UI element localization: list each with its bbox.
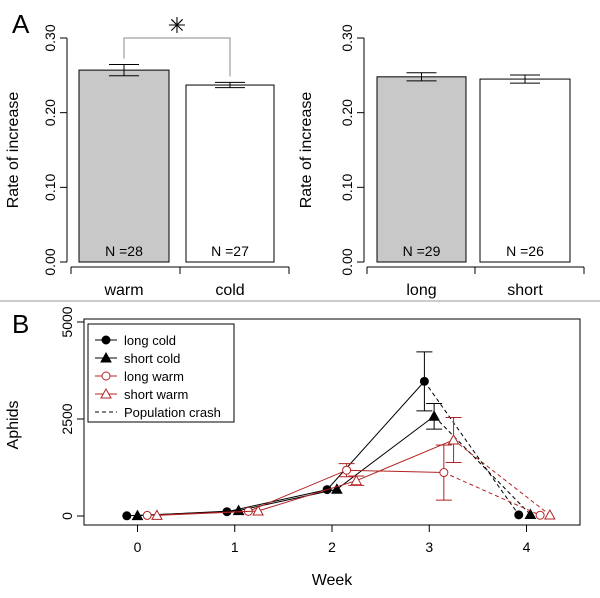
b-legend: long cold short cold long warm short warm Po… xyxy=(87,323,235,423)
b-legend-marker-short-warm xyxy=(100,387,112,399)
b-x-tick-label: 4 xyxy=(523,539,531,555)
a2-category-label: long xyxy=(406,282,436,299)
b-x-axis-label: Week xyxy=(312,572,354,589)
a2-bar-short xyxy=(479,78,571,263)
b-crash-line-long-cold xyxy=(423,381,520,516)
b-x-tick-label: 0 xyxy=(134,539,142,555)
a2-y-axis-label: Rate of increase xyxy=(298,92,315,209)
b-legend-label-short-cold: short cold xyxy=(124,351,180,366)
b-point-short-warm xyxy=(151,509,163,520)
a2-bar-long xyxy=(376,76,467,263)
a1-significance-bracket xyxy=(123,37,231,77)
b-legend-marker-long-cold xyxy=(101,335,111,345)
a1-category-label: cold xyxy=(215,282,244,299)
b-legend-label-crash: Population crash xyxy=(124,405,221,420)
a1-category-label: warm xyxy=(103,282,143,299)
b-point-short-warm xyxy=(544,509,556,520)
a1-y-tick-label: 0.10 xyxy=(42,173,58,200)
a1-y-tick-label: 0.20 xyxy=(42,99,58,126)
b-x-tick-label: 2 xyxy=(328,539,336,555)
b-legend-marker-short-cold xyxy=(100,351,112,363)
b-crash-line-short-cold xyxy=(433,415,531,515)
b-point-short-warm xyxy=(350,474,363,486)
b-point-short-warm xyxy=(447,433,460,445)
b-legend-label-short-warm: short warm xyxy=(124,387,188,402)
b-point-short-warm xyxy=(252,504,264,516)
b-series-line-long-warm xyxy=(147,469,444,516)
a2-n-label: N =26 xyxy=(506,243,544,259)
b-point-short-cold xyxy=(331,483,343,494)
chart-temperature: 0.00 0.10 0.20 0.30 Rate of increase N =28 war… xyxy=(5,13,290,299)
b-point-long-cold xyxy=(419,376,429,386)
a1-y-axis-label: Rate of increase xyxy=(5,92,22,209)
a1-n-label: N =27 xyxy=(211,243,249,259)
a2-y-tick-label: 0.30 xyxy=(339,24,355,51)
a1-n-label: N =28 xyxy=(105,243,143,259)
b-point-long-cold xyxy=(122,511,132,521)
a2-y-tick-label: 0.10 xyxy=(339,173,355,200)
b-point-long-warm xyxy=(142,510,152,520)
b-series-line-short-cold xyxy=(137,415,435,517)
b-point-long-warm xyxy=(342,465,352,475)
a1-y-tick-label: 0.30 xyxy=(42,24,58,51)
a2-n-label: N =29 xyxy=(403,243,441,259)
b-y-axis-label: Aphids xyxy=(5,401,22,450)
b-y-tick-label: 0 xyxy=(59,512,75,520)
b-x-tick-label: 3 xyxy=(425,539,433,555)
b-point-short-cold xyxy=(524,508,537,519)
a2-category-label: short xyxy=(507,282,543,299)
a1-bar-warm xyxy=(78,69,170,263)
b-y-tick-label: 5000 xyxy=(59,306,75,337)
a1-y-tick-label: 0.00 xyxy=(42,248,58,275)
b-legend-label-long-cold: long cold xyxy=(124,333,176,348)
chart-daylength: 0.00 0.10 0.20 0.30 Rate of increase N =29 lon… xyxy=(298,24,585,299)
a1-bar-cold xyxy=(185,84,275,263)
b-series-line-short-warm xyxy=(156,439,454,516)
b-crash-line-long-warm xyxy=(443,472,541,516)
b-point-short-cold xyxy=(131,509,144,521)
a2-y-tick-label: 0.00 xyxy=(339,248,355,275)
panel-label-b: B xyxy=(12,309,29,339)
panel-label-a: A xyxy=(12,9,30,39)
b-x-tick-label: 1 xyxy=(231,539,239,555)
chart-aphid-counts: 0 2500 5000 Aphids 0 1 2 3 4 Week long cold short c… xyxy=(5,306,581,589)
b-point-long-warm xyxy=(535,510,545,520)
b-crash-line-short-warm xyxy=(453,439,551,516)
b-point-long-warm xyxy=(439,468,449,478)
b-legend-label-long-warm: long warm xyxy=(124,369,184,384)
b-y-tick-label: 2500 xyxy=(59,403,75,434)
b-legend-marker-long-warm xyxy=(101,371,111,381)
a2-y-tick-label: 0.20 xyxy=(339,99,355,126)
a1-significance-marker: ✳ xyxy=(168,13,186,38)
b-point-short-cold xyxy=(428,410,440,421)
b-point-long-cold xyxy=(514,510,524,520)
